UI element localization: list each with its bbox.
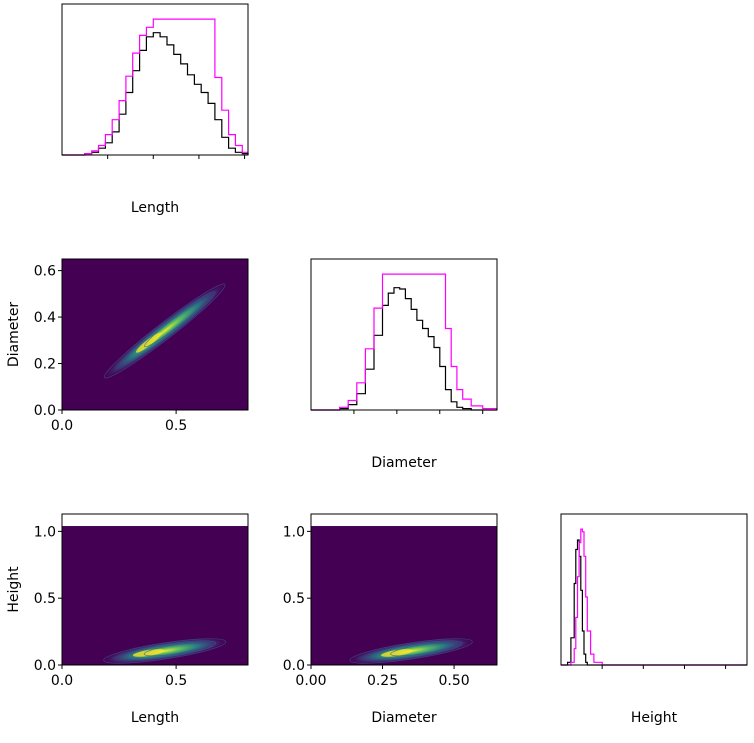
x-tick-label: 0.25 [367, 673, 398, 689]
model-histogram-line [311, 273, 498, 411]
x-axis-label: Diameter [371, 455, 437, 471]
y-tick-label: 0.6 [34, 264, 56, 280]
x-axis-label: Length [131, 710, 179, 726]
axes-frame [310, 513, 498, 666]
density-contour [390, 642, 453, 657]
y-axis-label: Height [6, 566, 22, 613]
y-tick-label: 0.5 [283, 591, 305, 607]
x-tick-label: 0.0 [51, 418, 73, 434]
panels-layer: Length 0.0 0.2 0.4 0.6 0.0 0.5 Diameter Diameter… [6, 3, 748, 726]
density-blob [102, 282, 227, 380]
x-tick-label: 0.5 [165, 418, 187, 434]
density-contour [103, 283, 226, 379]
x-tick-label: 0.5 [165, 673, 187, 689]
axes-frame [61, 513, 249, 666]
y-tick-label: 0.2 [34, 357, 56, 373]
y-tick-label: 1.0 [283, 524, 305, 540]
model-histogram-line [561, 528, 747, 666]
density-contour [369, 640, 463, 660]
diameter-hist-panel: Diameter [310, 258, 498, 471]
x-tick-label: 0.0 [51, 673, 73, 689]
x-tick-label: 0.00 [295, 673, 326, 689]
x-axis-label: Diameter [371, 710, 437, 726]
y-tick-label: 0.0 [34, 403, 56, 419]
y-tick-label: 0.5 [34, 591, 56, 607]
x-axis-label: Length [131, 200, 179, 216]
length-hist-panel: Length [61, 3, 249, 216]
axes-frame [310, 258, 498, 411]
density-peak [132, 649, 165, 657]
height-length-panel: 0.0 0.5 1.0 0.0 0.5 Length Height [6, 513, 249, 726]
y-tick-label: 0.0 [283, 658, 305, 674]
density-contour [349, 638, 473, 664]
y-axis-label: Diameter [6, 302, 22, 368]
height-diameter-panel: 0.0 0.5 1.0 0.00 0.25 0.50 Diameter [283, 513, 498, 726]
model-histogram-line [62, 18, 249, 156]
axes-frame [560, 513, 748, 666]
data-histogram-line [311, 287, 497, 411]
density-contour [143, 642, 206, 657]
density-contour [123, 291, 216, 363]
y-tick-label: 0.4 [34, 310, 56, 326]
density-contour [144, 299, 206, 348]
y-tick-label: 1.0 [34, 524, 56, 540]
x-axis-label: Height [631, 710, 678, 726]
data-histogram-line [62, 32, 249, 156]
x-tick-label: 0.50 [438, 673, 469, 689]
density-peak [135, 332, 162, 353]
y-tick-label: 0.0 [34, 658, 56, 674]
height-hist-panel: Height [560, 513, 748, 726]
density-peak [381, 649, 413, 657]
density-contour [103, 638, 227, 664]
data-histogram-line [561, 539, 747, 666]
axes-frame [61, 3, 249, 156]
density-blob [101, 637, 228, 665]
axes-frame [61, 258, 249, 411]
density-contour [123, 640, 216, 660]
diameter-length-panel: 0.0 0.2 0.4 0.6 0.0 0.5 Diameter [6, 258, 249, 434]
